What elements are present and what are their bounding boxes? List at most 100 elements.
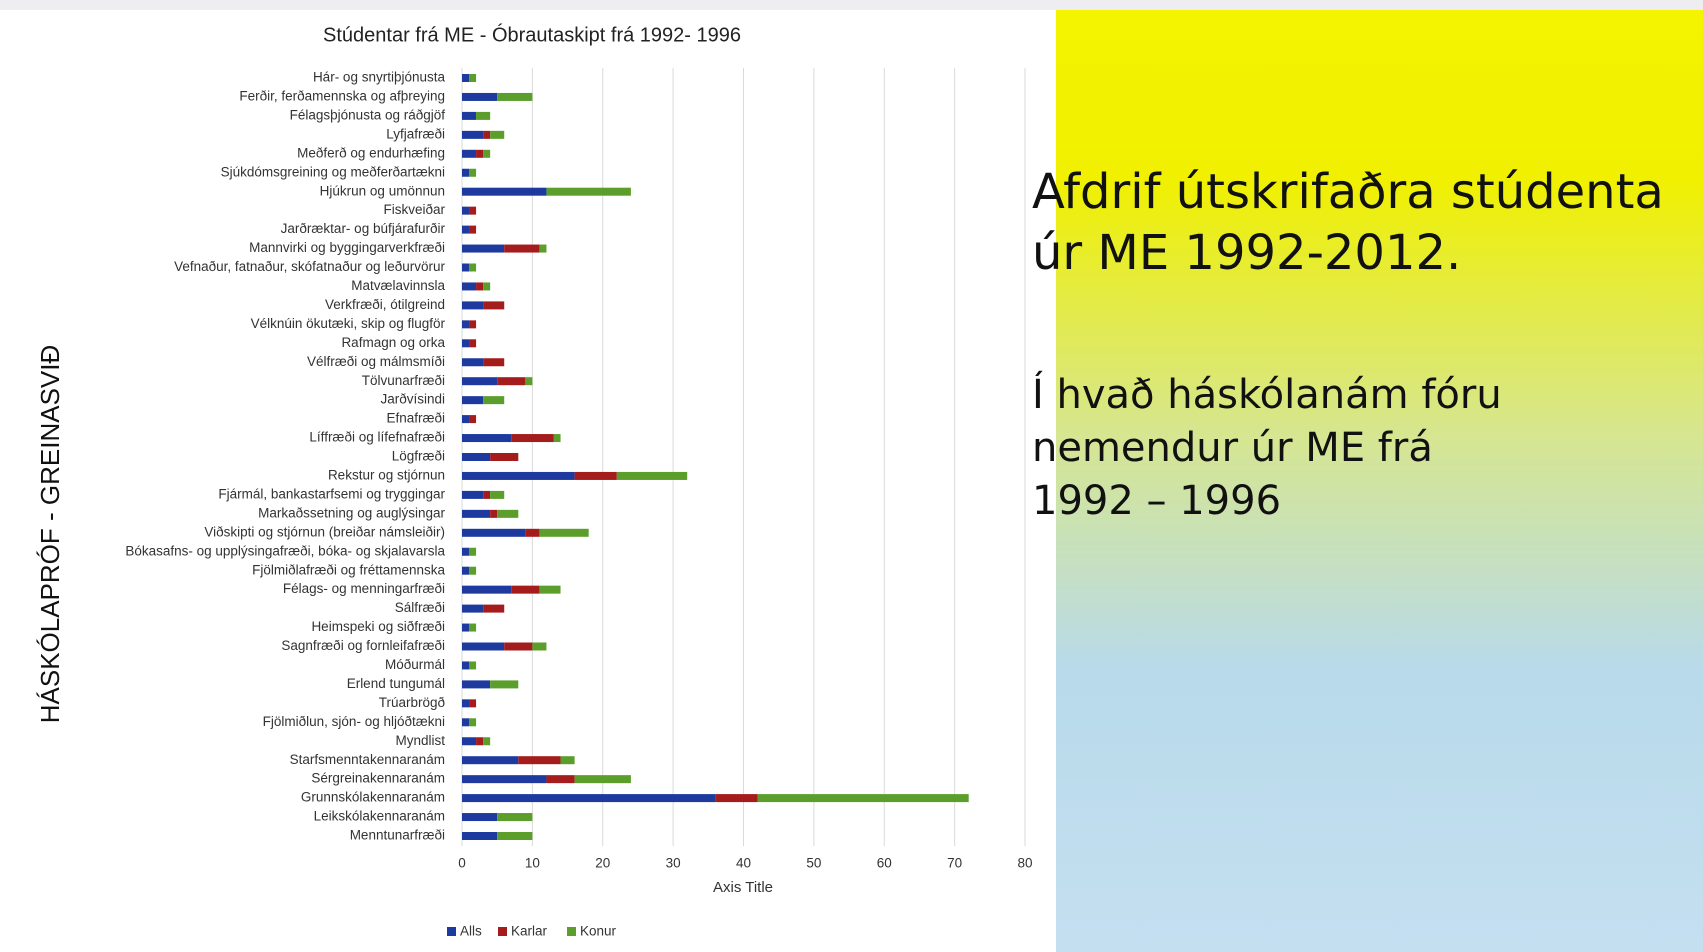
y-tick-label: Tölvunarfræði [362,373,445,388]
y-tick-label: Sjúkdómsgreining og meðferðartækni [221,164,445,179]
bar-segment [518,756,561,765]
bar-segment [490,490,505,499]
bar-segment [504,244,540,253]
y-tick-label: Fjölmiðlun, sjón- og hljóðtækni [263,714,445,729]
bar-segment [462,206,470,215]
bar-segment [462,415,470,424]
bar-segment [476,149,484,158]
y-tick-label: Efnafræði [386,411,445,426]
y-tick-label: Lögfræði [392,449,445,464]
bar-segment [476,111,491,120]
bar-segment [462,225,470,234]
bar-segment [511,585,540,594]
bar-segment [462,509,491,518]
bar-segment [532,642,547,651]
bar-segment [462,813,498,822]
heading-line: úr ME 1992-2012. [1032,225,1462,281]
x-tick-label: 70 [947,856,962,871]
bar-segment [462,623,470,632]
bar-segment [469,547,477,556]
bar-segment [539,585,561,594]
y-tick-label: Fjármál, bankastarfsemi og tryggingar [218,486,445,501]
bar-segment [462,832,498,840]
bar-segment [469,718,477,727]
bar-segment [546,775,575,784]
x-tick-label: 50 [806,856,821,871]
y-tick-label: Ferðir, ferðamennska og afþreying [239,89,445,104]
bar-segment [462,680,491,689]
bar-segment [462,130,484,139]
bar-segment [483,149,491,158]
bar-segment [483,490,491,499]
bar-segment [546,187,631,196]
bar-segment [483,282,491,291]
bar-segment [490,130,505,139]
y-tick-label: Starfsmenntakennaranám [290,752,445,767]
bar-segment [462,756,519,765]
bar-segment [525,528,540,537]
bar-segment [462,301,484,310]
bar-segment [462,377,498,386]
bar-segment [525,377,533,386]
bar-segment [574,775,631,784]
bar-segment [462,566,470,575]
bar-segment [483,737,491,746]
bar-segment [462,282,477,291]
y-tick-label: Vélknúin ökutæki, skip og flugför [251,316,446,331]
bar-segment [462,111,477,120]
y-tick-label: Markaðssetning og auglýsingar [258,505,445,520]
bar-segment [574,471,617,480]
bar-segment [462,244,505,253]
legend-label: Konur [580,924,617,939]
gradient-panel [1056,10,1703,952]
legend-swatch [447,927,456,936]
bar-segment [539,244,547,253]
bar-segment [490,509,498,518]
bar-segment [462,642,505,651]
bar-segment [715,794,758,803]
y-tick-label: Verkfræði, ótilgreind [325,297,445,312]
bar-segment [476,282,484,291]
bar-segment [483,301,505,310]
y-axis-title: HÁSKÓLAPRÓF - GREINASVIÐ [35,345,65,724]
y-tick-label: Grunnskólakennaranám [301,790,445,805]
bar-segment [462,699,470,708]
x-tick-label: 40 [736,856,751,871]
bar-segment [462,794,716,803]
y-tick-label: Erlend tungumál [347,676,445,691]
heading-line: Afdrif útskrifaðra stúdenta [1032,164,1664,220]
y-tick-label: Vélfræði og málmsmíði [307,354,445,369]
x-tick-label: 0 [458,856,466,871]
legend-label: Alls [460,924,482,939]
x-tick-label: 60 [877,856,892,871]
bar-segment [469,623,477,632]
y-tick-label: Félagsþjónusta og ráðgjöf [290,107,446,122]
y-tick-label: Heimspeki og siðfræði [311,619,445,634]
bar-segment [462,490,484,499]
bar-segment [757,794,969,803]
y-tick-label: Rafmagn og orka [341,335,445,350]
bar-segment [462,547,470,556]
y-tick-label: Fjölmiðlafræði og fréttamennska [252,562,445,577]
y-tick-label: Jarðvísindi [380,392,445,407]
y-tick-label: Hár- og snyrtiþjónusta [313,70,446,85]
bar-segment [469,699,477,708]
bar-segment [462,737,477,746]
y-tick-label: Menntunarfræði [350,828,445,843]
bar-segment [462,585,512,594]
y-tick-label: Matvælavinnsla [351,278,445,293]
y-tick-label: Trúarbrögð [379,695,445,710]
bar-segment [462,149,477,158]
bar-segment [462,661,470,670]
bar-segment [483,604,505,613]
bar-segment [469,206,477,215]
y-tick-label: Lyfjafræði [386,126,445,141]
bar-segment [490,453,519,461]
legend-swatch [567,927,576,936]
bar-segment [497,92,533,101]
y-tick-label: Viðskipti og stjórnun (breiðar námsleiði… [204,524,445,539]
bar-segment [462,471,575,480]
bar-segment [462,339,470,348]
